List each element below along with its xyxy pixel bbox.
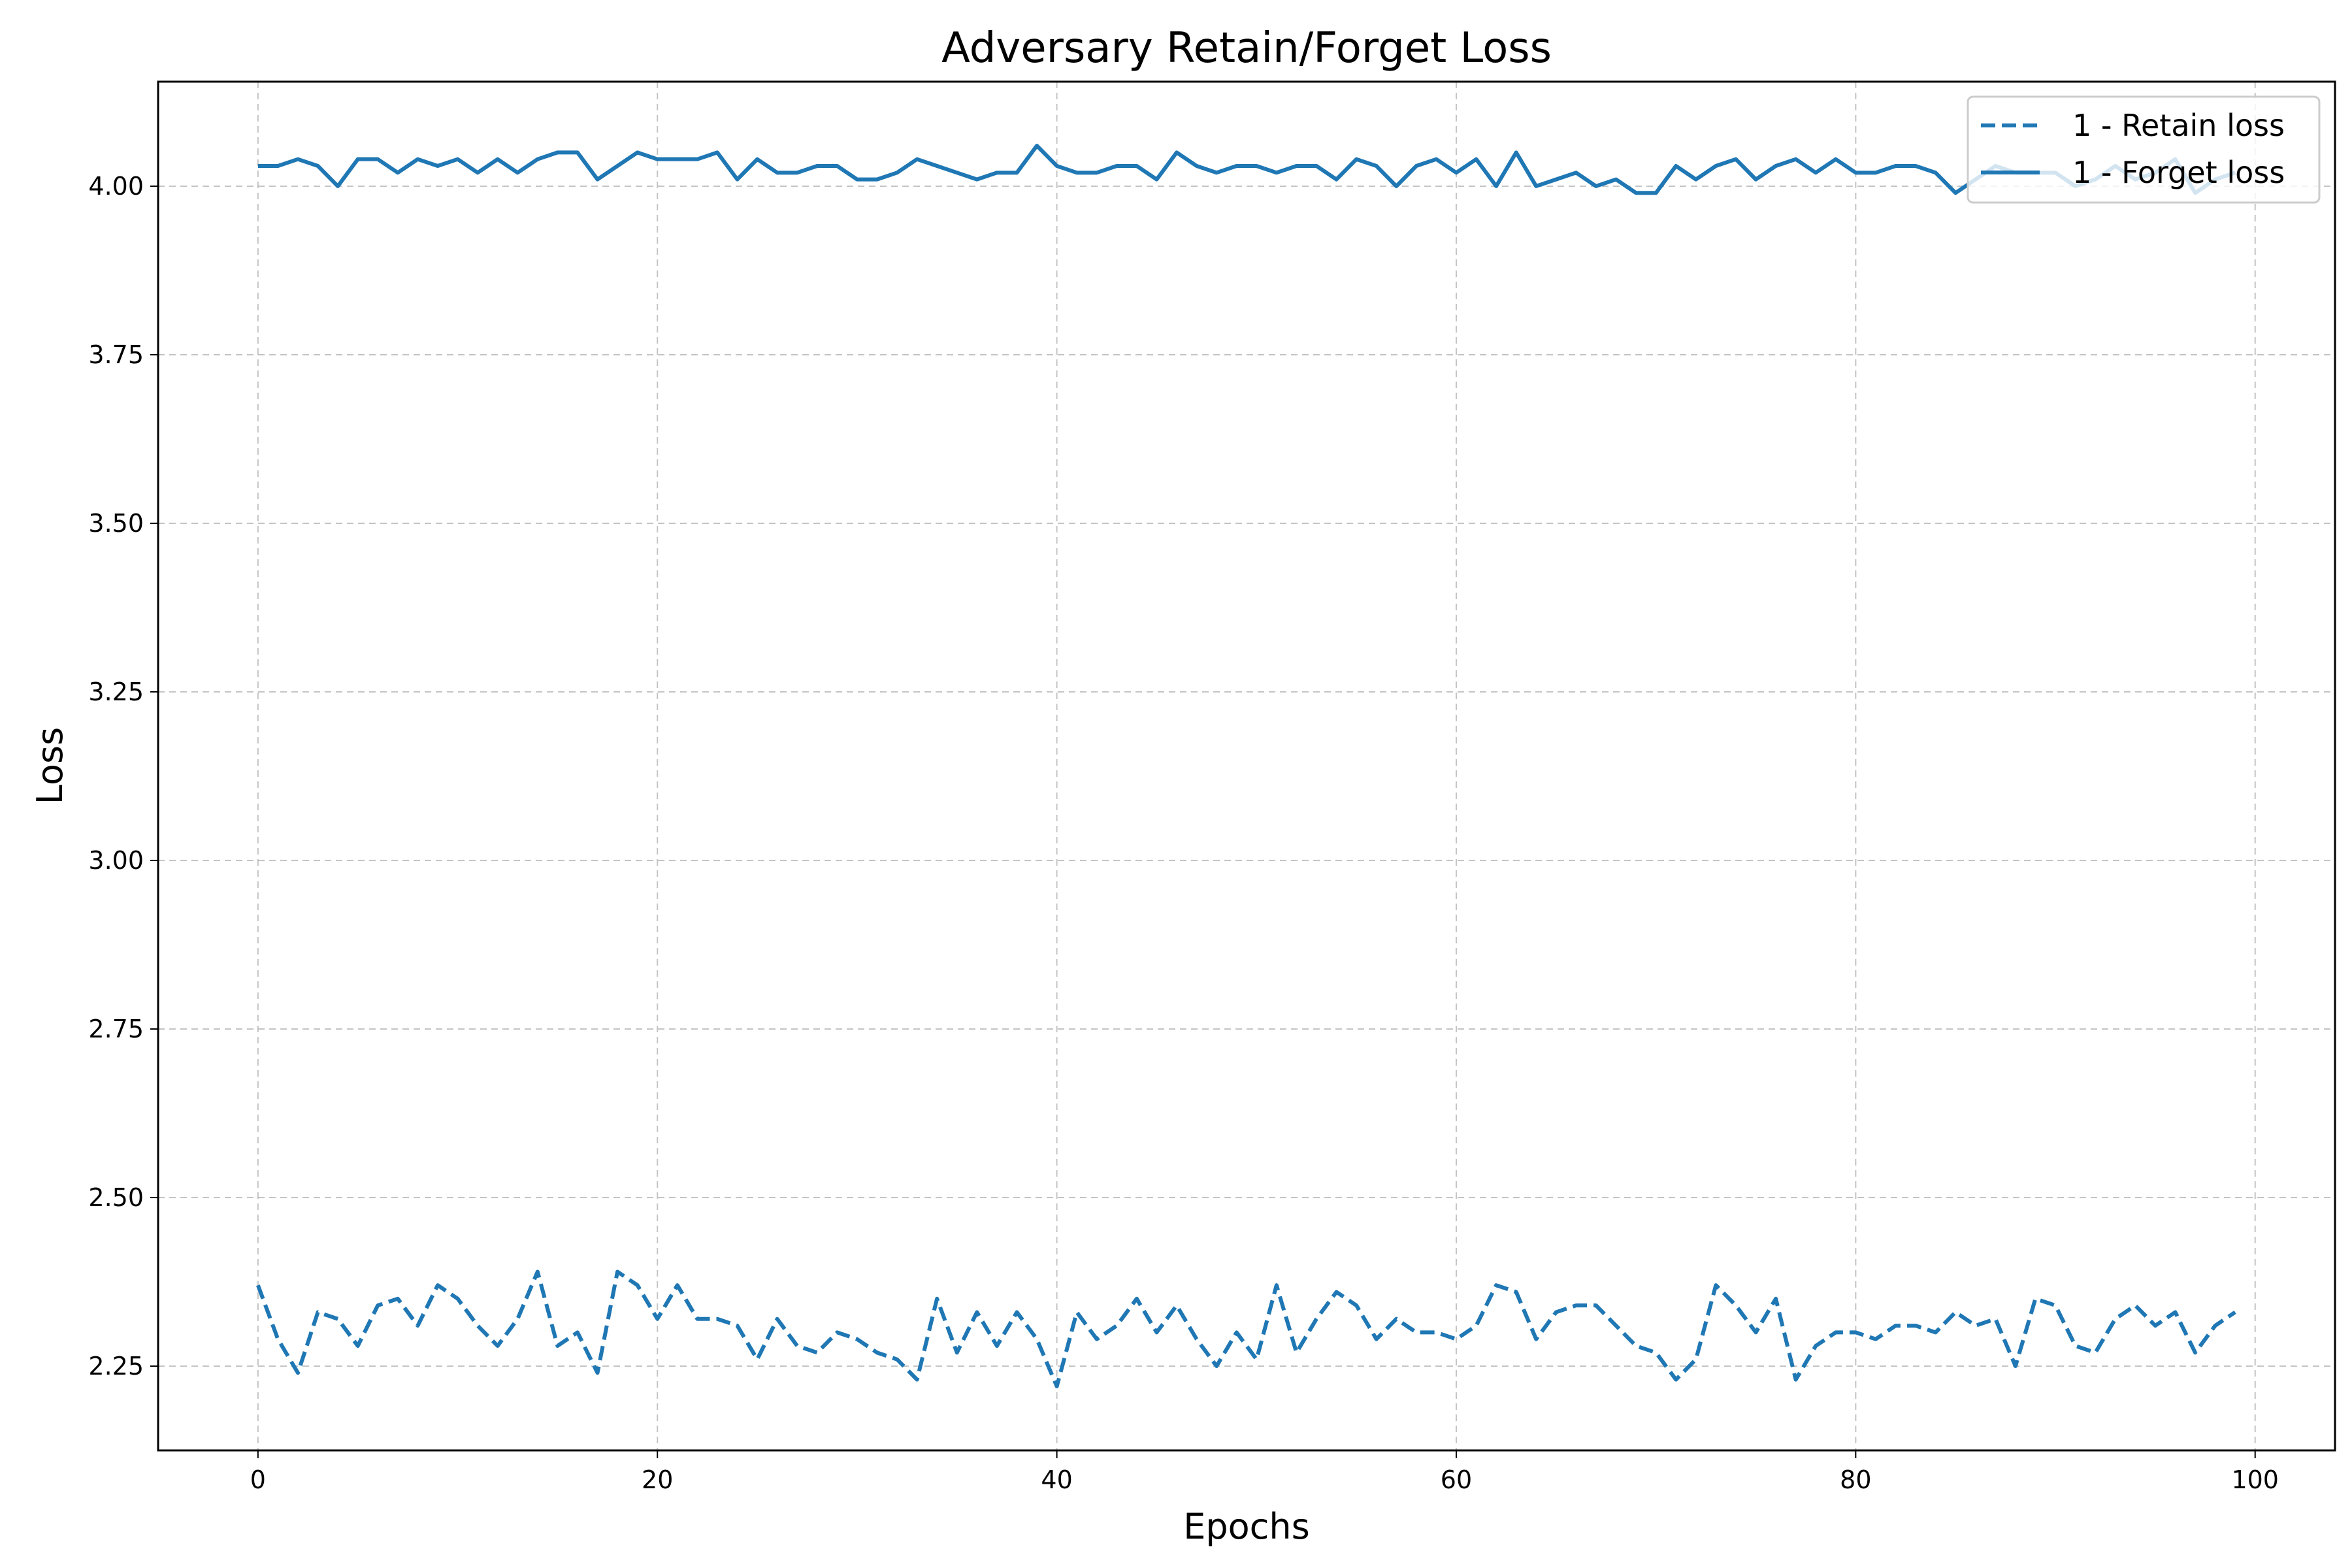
legend-forget-label: 1 - Forget loss — [2072, 155, 2285, 190]
legend: 1 - Retain loss 1 - Forget loss — [1967, 95, 2321, 204]
x-tick-label: 20 — [642, 1465, 673, 1494]
plot-frame — [157, 80, 2336, 1452]
x-tick-label: 40 — [1041, 1465, 1072, 1494]
x-tick-label: 80 — [1840, 1465, 1871, 1494]
x-tick-label: 60 — [1441, 1465, 1472, 1494]
ticks: 0 20 40 60 80 100 2.25 2.50 2.75 3.00 3.25 3.50 3.75… — [88, 172, 2279, 1494]
x-tick-label: 0 — [250, 1465, 266, 1494]
series-layer — [256, 144, 2236, 1388]
grid — [158, 82, 2335, 1450]
y-axis-label: Loss — [29, 727, 71, 804]
y-tick-label: 2.25 — [88, 1352, 144, 1380]
retain-loss-line — [256, 1269, 2236, 1388]
y-tick-label: 2.75 — [88, 1015, 144, 1043]
legend-box — [1967, 95, 2321, 204]
y-tick-label: 3.50 — [88, 509, 144, 538]
legend-retain-label: 1 - Retain loss — [2072, 108, 2285, 143]
x-tick-label: 100 — [2231, 1465, 2279, 1494]
y-tick-label: 4.00 — [88, 172, 144, 201]
forget-loss-line — [257, 144, 2236, 195]
y-tick-label: 3.75 — [88, 340, 144, 369]
y-tick-label: 3.00 — [88, 846, 144, 875]
x-axis-label: Epochs — [1183, 1506, 1309, 1547]
y-tick-label: 3.25 — [88, 678, 144, 706]
y-tick-label: 2.50 — [88, 1183, 144, 1212]
chart-title: Adversary Retain/Forget Loss — [941, 24, 1552, 73]
